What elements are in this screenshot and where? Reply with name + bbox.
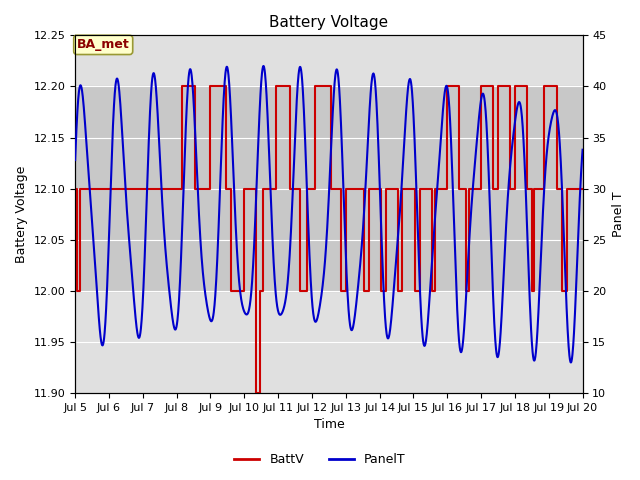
Y-axis label: Battery Voltage: Battery Voltage [15,166,28,263]
Y-axis label: Panel T: Panel T [612,192,625,237]
Bar [75,86,582,291]
Legend: BattV, PanelT: BattV, PanelT [229,448,411,471]
Title: Battery Voltage: Battery Voltage [269,15,388,30]
X-axis label: Time: Time [314,419,344,432]
Text: BA_met: BA_met [77,38,129,51]
